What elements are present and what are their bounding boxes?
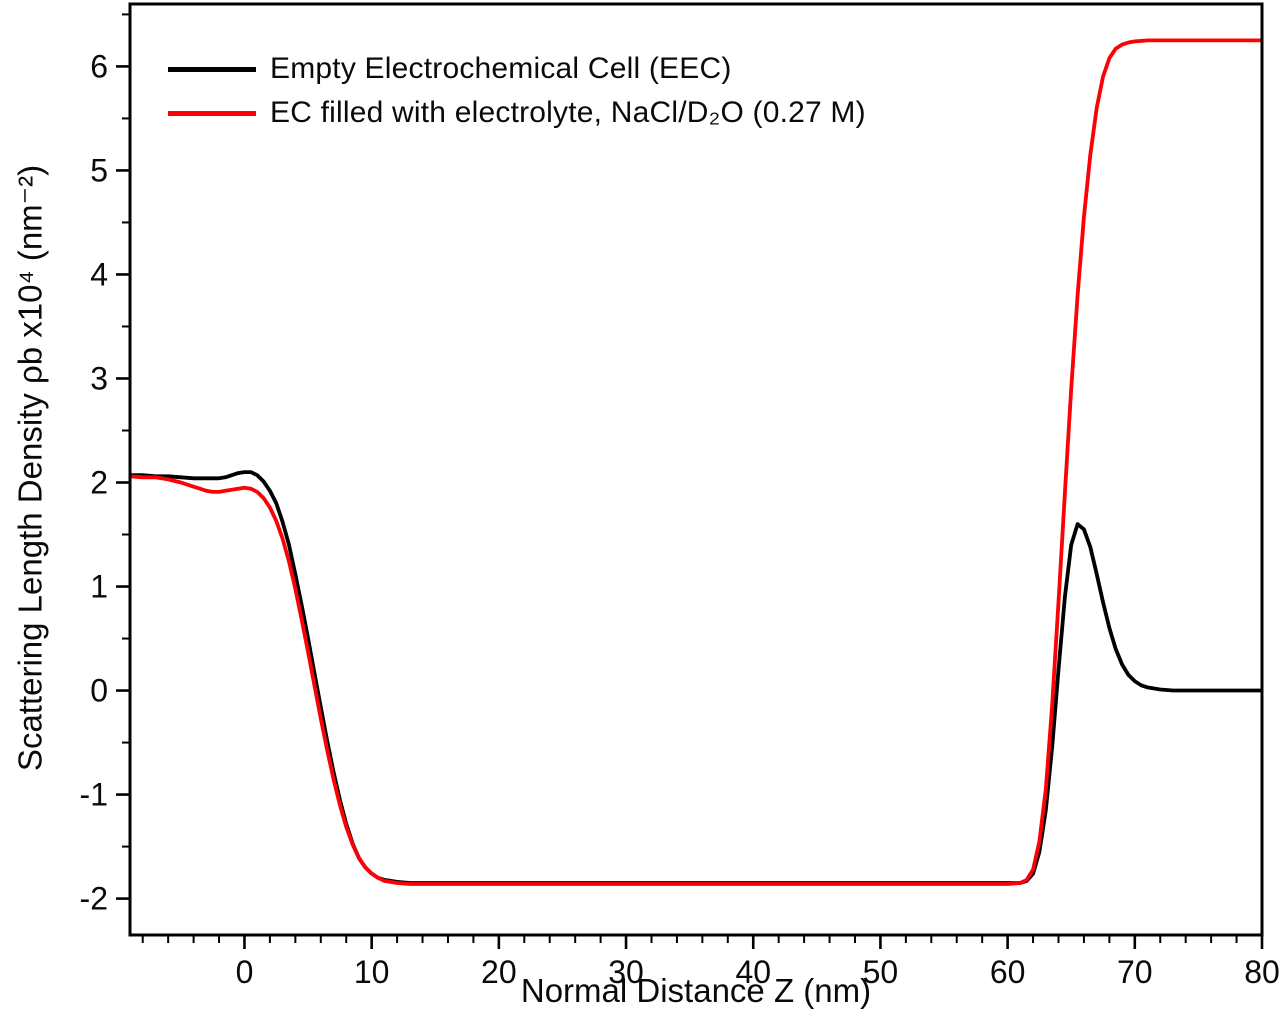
svg-text:1: 1: [90, 569, 108, 605]
y-axis-title: Scattering Length Density ρb x10⁴ (nm⁻²): [11, 164, 49, 772]
svg-text:10: 10: [354, 954, 390, 990]
svg-text:6: 6: [90, 48, 108, 84]
svg-text:-2: -2: [80, 881, 108, 917]
legend-line-swatch-red: [168, 110, 256, 116]
svg-text:30: 30: [608, 954, 644, 990]
legend-label-electrolyte: EC filled with electrolyte, NaCl/D₂O (0.…: [270, 96, 866, 129]
svg-text:70: 70: [1117, 954, 1153, 990]
svg-text:4: 4: [90, 256, 108, 292]
svg-text:5: 5: [90, 152, 108, 188]
svg-text:0: 0: [236, 954, 254, 990]
svg-text:20: 20: [481, 954, 517, 990]
svg-text:60: 60: [990, 954, 1026, 990]
legend: Empty Electrochemical Cell (EEC) EC fill…: [168, 52, 866, 130]
legend-item-eec: Empty Electrochemical Cell (EEC): [168, 52, 866, 86]
legend-item-electrolyte: EC filled with electrolyte, NaCl/D₂O (0.…: [168, 96, 866, 130]
svg-text:0: 0: [90, 673, 108, 709]
svg-text:-1: -1: [80, 777, 108, 813]
svg-text:40: 40: [735, 954, 771, 990]
svg-text:3: 3: [90, 360, 108, 396]
x-axis-title: Normal Distance Z (nm): [520, 972, 872, 1009]
legend-label-eec: Empty Electrochemical Cell (EEC): [270, 52, 732, 85]
svg-text:2: 2: [90, 465, 108, 501]
svg-text:80: 80: [1244, 954, 1280, 990]
svg-text:50: 50: [863, 954, 899, 990]
legend-line-swatch-black: [168, 66, 256, 72]
